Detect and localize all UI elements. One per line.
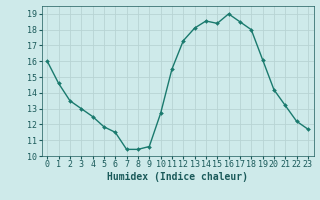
X-axis label: Humidex (Indice chaleur): Humidex (Indice chaleur) <box>107 172 248 182</box>
